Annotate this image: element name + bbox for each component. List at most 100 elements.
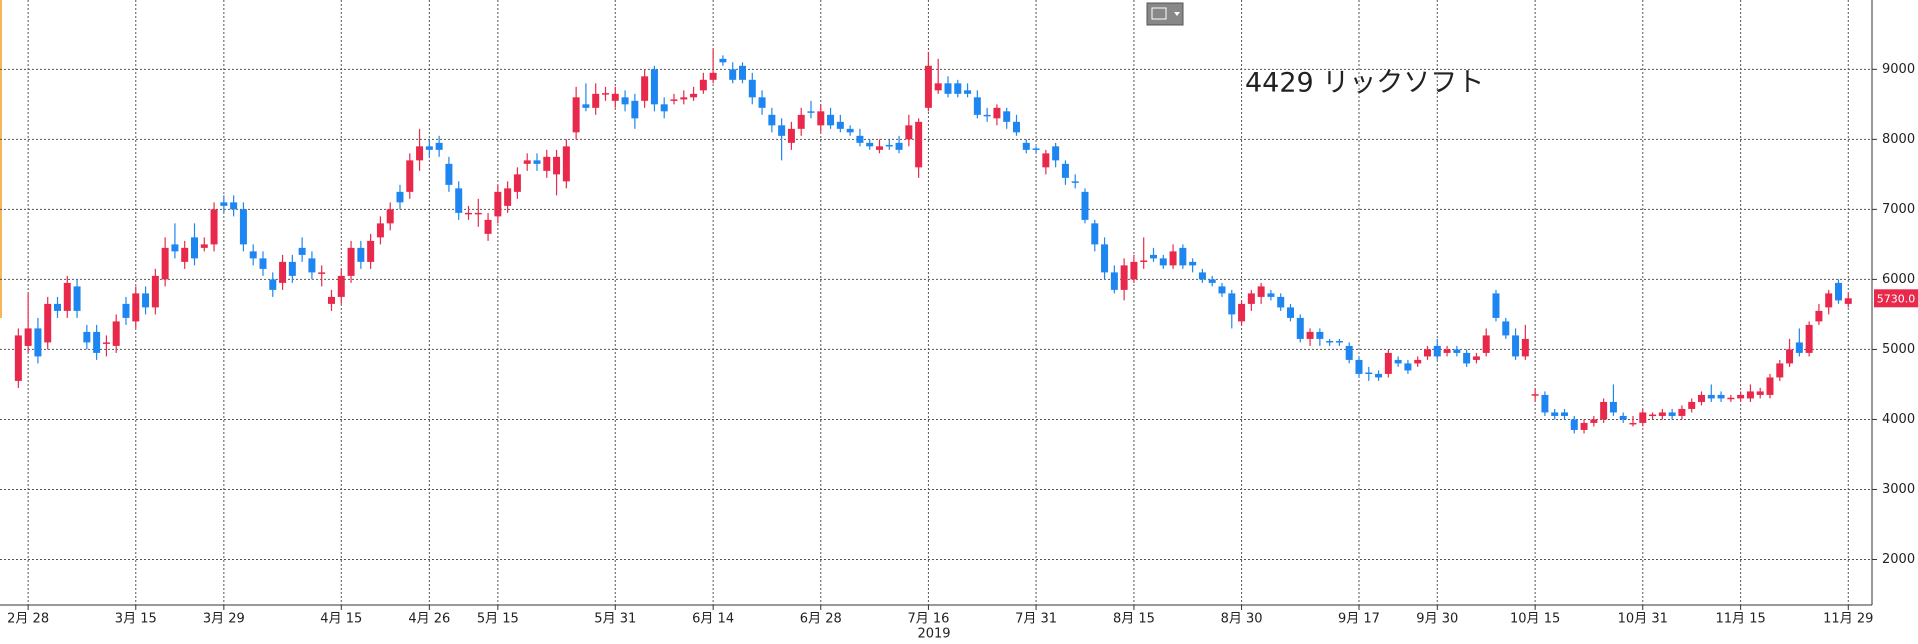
candle-body <box>474 212 482 215</box>
candle-body <box>1776 363 1784 378</box>
candle-body <box>611 93 619 101</box>
candle-body <box>220 202 228 206</box>
candle-body <box>915 121 923 168</box>
candle-body <box>83 331 91 343</box>
candle-body <box>298 247 306 255</box>
candle-body <box>1512 335 1520 357</box>
candle-body <box>171 244 179 252</box>
candle-body <box>1414 359 1422 364</box>
candle-body <box>151 275 159 308</box>
candle-body <box>1433 345 1441 357</box>
candle-body <box>1844 298 1852 304</box>
candle-body <box>1825 293 1833 308</box>
candle-body <box>1423 349 1431 357</box>
candle-body <box>582 104 590 108</box>
candle-body <box>787 128 795 143</box>
candle-body <box>954 83 962 94</box>
candle-body <box>1355 359 1363 374</box>
last-price-tag <box>1874 289 1918 308</box>
y-tick-label: 7000 <box>1882 202 1915 217</box>
candle-body <box>1384 352 1392 374</box>
x-tick-label: 11月 15 <box>1716 612 1766 627</box>
candle-body <box>1649 414 1657 417</box>
candle-body <box>504 188 512 206</box>
candle-body <box>396 191 404 203</box>
candle-body <box>1365 372 1373 375</box>
candle-body <box>1238 303 1246 322</box>
candle-body <box>592 93 600 108</box>
candle-body <box>641 76 649 101</box>
candle-body <box>132 293 140 322</box>
candle-body <box>1531 394 1539 396</box>
candle-body <box>239 209 247 245</box>
candle-body <box>230 202 238 210</box>
candle-body <box>1463 352 1471 364</box>
candle-body <box>1140 260 1148 262</box>
candle-body <box>406 160 414 192</box>
y-tick-label: 8000 <box>1882 132 1915 147</box>
candle-body <box>513 174 521 192</box>
x-tick-label: 10月 15 <box>1510 612 1560 627</box>
candle-body <box>1639 412 1647 423</box>
candle-body <box>1277 296 1285 308</box>
candle-body <box>601 93 609 95</box>
candle-body <box>318 272 326 274</box>
candle-body <box>1786 349 1794 364</box>
chart-menu-button[interactable] <box>1146 2 1184 26</box>
candle-body <box>1766 377 1774 395</box>
candle-body <box>1727 397 1735 400</box>
candle-body <box>1267 293 1275 297</box>
candle-body <box>738 65 746 80</box>
candle-body <box>1815 310 1823 322</box>
candle-body <box>1120 265 1128 290</box>
candle-body <box>337 275 345 297</box>
candle-body <box>1560 412 1568 416</box>
chart-title: 4429 リックソフト <box>1245 68 1484 99</box>
candle-body <box>484 219 492 234</box>
x-tick-label: 6月 14 <box>692 612 734 627</box>
candle-body <box>1805 324 1813 353</box>
candle-body <box>1198 272 1206 280</box>
candle-body <box>836 121 844 129</box>
candle-body <box>347 247 355 276</box>
candle-body <box>435 142 443 150</box>
candle-body <box>1502 321 1510 336</box>
candle-body <box>964 90 972 94</box>
x-tick-label: 2月 28 <box>7 612 49 627</box>
x-tick-label: 5月 15 <box>477 612 519 627</box>
candle-body <box>1257 286 1265 297</box>
candle-body <box>190 237 198 259</box>
candle-body <box>1404 363 1412 371</box>
candle-body <box>1492 293 1500 318</box>
candle-body <box>895 142 903 150</box>
candle-body <box>416 146 424 161</box>
candle-body <box>1697 394 1705 402</box>
candle-body <box>181 247 189 262</box>
candle-body <box>650 69 658 105</box>
candle-body <box>1081 191 1089 220</box>
candle-body <box>1570 419 1578 430</box>
candle-body <box>1737 394 1745 399</box>
candle-body <box>1326 341 1334 343</box>
candle-body <box>93 331 101 353</box>
candle-body <box>699 79 707 91</box>
x-tick-label: 9月 30 <box>1416 612 1458 627</box>
candle-body <box>1707 394 1715 399</box>
candle-body <box>1482 335 1490 353</box>
candle-body <box>523 160 531 164</box>
x-tick-label: 7月 31 <box>1015 612 1057 627</box>
candle-body <box>875 146 883 150</box>
x-tick-label: 9月 17 <box>1338 612 1380 627</box>
y-tick-label: 9000 <box>1882 62 1915 77</box>
candle-body <box>827 114 835 126</box>
candle-body <box>122 303 130 318</box>
candle-body <box>44 303 52 343</box>
candle-body <box>1453 349 1461 353</box>
candle-body <box>249 251 257 259</box>
candle-body <box>631 100 639 119</box>
candle-body <box>778 125 786 136</box>
candle-body <box>1619 415 1627 420</box>
candle-body <box>14 335 22 381</box>
candle-body <box>1472 356 1480 360</box>
candle-body <box>553 156 561 175</box>
